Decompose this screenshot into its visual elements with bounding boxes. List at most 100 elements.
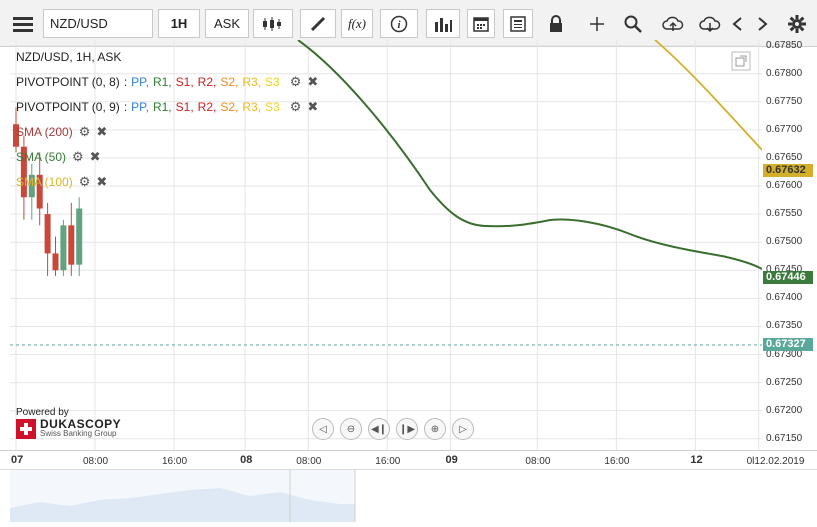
candle: [13, 107, 19, 153]
price-tick-label: 0.67750: [766, 95, 803, 107]
jump-start-button[interactable]: ◀❙: [368, 418, 390, 440]
next-arrow-icon: [758, 16, 768, 31]
close-icon[interactable]: ✖: [89, 149, 101, 164]
close-icon[interactable]: ✖: [96, 174, 108, 189]
lock-icon: [550, 14, 562, 32]
price-tick-label: 0.67850: [766, 39, 803, 51]
sma-legend-100: SMA (100) ⚙ ✖: [16, 174, 107, 190]
close-icon[interactable]: ✖: [96, 124, 108, 139]
scroll-right-button[interactable]: ▷: [452, 418, 474, 440]
triangle-left-icon: ◁: [319, 423, 327, 435]
price-tick-label: 0.67650: [766, 151, 803, 163]
candle-body-up: [76, 208, 83, 265]
skip-forward-icon: ❙▶: [398, 423, 416, 435]
side-button[interactable]: ASK: [205, 9, 249, 38]
time-tick-label: 0l12.02.2019: [746, 456, 805, 467]
price-axis[interactable]: 0.67850 0.67800 0.67750 0.67700 0.67650 0.676…: [762, 40, 817, 450]
price-tick-label: 0.67300: [766, 348, 803, 360]
price-tick-label: 0.67250: [766, 376, 803, 388]
pivot-separator: :: [123, 100, 128, 114]
swiss-cross-icon: [16, 419, 36, 439]
upload-cloud-icon: [662, 16, 684, 31]
skip-back-icon: ◀❙: [370, 423, 388, 435]
zoom-in-button[interactable]: ⊕: [424, 418, 446, 440]
next-button[interactable]: [753, 9, 773, 38]
navigator-sparkline: [0, 470, 817, 522]
candle: [60, 219, 67, 276]
time-tick-label: 07: [11, 454, 24, 466]
gear-icon[interactable]: ⚙: [78, 174, 91, 189]
sma-100-price-tag: 0.67632: [763, 164, 813, 177]
sma-label: SMA (200): [16, 125, 73, 139]
indicators-button[interactable]: f(x): [341, 9, 373, 38]
time-tick-label: 08:00: [525, 456, 551, 467]
candle-body-down: [44, 214, 51, 254]
download-button[interactable]: [696, 9, 724, 38]
time-tick-label: 16:00: [604, 456, 630, 467]
candle-body-up: [28, 174, 35, 198]
scroll-left-button[interactable]: ◁: [312, 418, 334, 440]
prev-button[interactable]: [727, 9, 747, 38]
draw-line-icon: [310, 16, 326, 31]
price-tick-label: 0.67200: [766, 404, 803, 416]
close-icon[interactable]: ✖: [307, 74, 319, 89]
popout-button[interactable]: [731, 51, 751, 71]
candle: [44, 202, 51, 276]
close-icon[interactable]: ✖: [307, 99, 319, 114]
symbol-input[interactable]: [43, 9, 153, 38]
time-tick-label: 08: [240, 454, 253, 466]
chart-type-button[interactable]: [253, 9, 293, 38]
pivot-level-r1: R1,: [152, 100, 172, 114]
price-tick-label: 0.67600: [766, 180, 803, 192]
powered-by-label: Powered by: [16, 407, 69, 418]
price-tick-label: 0.67550: [766, 208, 803, 220]
news-button[interactable]: [503, 9, 533, 38]
pivot-level-pp: PP,: [131, 100, 149, 114]
navigator-panel[interactable]: [0, 469, 817, 522]
news-icon: [510, 15, 526, 32]
timeframe-button[interactable]: 1H: [158, 9, 200, 38]
price-tick-label: 0.67800: [766, 67, 803, 79]
fx-indicator-icon: f(x): [347, 15, 367, 31]
sma-100-line: [654, 40, 762, 151]
lock-button[interactable]: [543, 9, 569, 38]
time-tick-label: 16:00: [375, 456, 401, 467]
time-axis[interactable]: 07 08:00 16:00 08 08:00 16:00 09 08:00 16:00 12 0l…: [0, 450, 817, 469]
dukascopy-logo: Powered by DUKASCOPY Swiss Banking Group: [16, 407, 121, 439]
sma-label: SMA (100): [16, 175, 73, 189]
zoom-out-button[interactable]: ⊖: [340, 418, 362, 440]
time-tick-label: 16:00: [162, 456, 188, 467]
zoom-controls: ◁ ⊖ ◀❙ ❙▶ ⊕ ▷: [312, 418, 474, 442]
zoom-search-icon: [624, 15, 642, 33]
gear-icon[interactable]: ⚙: [289, 99, 302, 114]
pivot-level-s3: S3: [265, 100, 280, 114]
gear-icon[interactable]: ⚙: [289, 74, 302, 89]
pivot-separator: :: [123, 75, 128, 89]
chart-plot-area[interactable]: [10, 40, 762, 450]
hamburger-menu-button[interactable]: [8, 9, 38, 38]
zoom-button[interactable]: [620, 9, 646, 38]
gear-icon[interactable]: ⚙: [72, 149, 84, 164]
volume-button[interactable]: [426, 9, 460, 38]
crosshair-button[interactable]: [584, 9, 610, 38]
candle-body-down: [20, 146, 27, 198]
pivot-legend-1: PIVOTPOINT (0, 9) : PP, R1, S1, R2, S2, …: [16, 99, 318, 115]
calendar-icon: [473, 16, 489, 32]
candle: [20, 135, 27, 220]
draw-tool-button[interactable]: [300, 9, 336, 38]
jump-end-button[interactable]: ❙▶: [396, 418, 418, 440]
brand-name: DUKASCOPY: [40, 417, 122, 431]
download-cloud-icon: [699, 16, 721, 32]
sma-legend-200: SMA (200) ⚙ ✖: [16, 124, 107, 140]
calendar-button[interactable]: [467, 9, 495, 38]
sma-legend-50: SMA (50) ⚙ ✖: [16, 149, 101, 165]
gear-icon[interactable]: ⚙: [78, 124, 91, 139]
pivot-level-s2: S2,: [220, 75, 239, 89]
upload-button[interactable]: [659, 9, 687, 38]
time-tick-label: 08:00: [83, 456, 109, 467]
info-button[interactable]: i: [380, 9, 418, 38]
candle: [52, 236, 59, 276]
candle: [28, 163, 35, 220]
pivot-level-s1: S1,: [175, 100, 194, 114]
settings-button[interactable]: [785, 9, 809, 38]
